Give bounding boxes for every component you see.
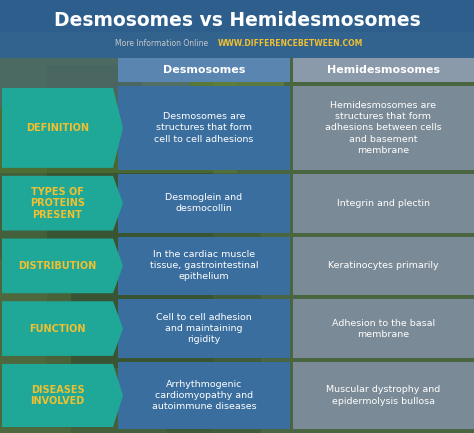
Text: Hemidesmosomes: Hemidesmosomes (327, 65, 440, 75)
FancyBboxPatch shape (293, 236, 474, 295)
Text: More Information Online: More Information Online (116, 39, 209, 48)
Text: TYPES OF
PROTEINS
PRESENT: TYPES OF PROTEINS PRESENT (30, 187, 85, 220)
FancyBboxPatch shape (166, 216, 261, 433)
Polygon shape (2, 88, 123, 168)
FancyBboxPatch shape (118, 362, 290, 429)
Text: Keratinocytes primarily: Keratinocytes primarily (328, 262, 439, 270)
Text: Muscular dystrophy and
epidermolysis bullosa: Muscular dystrophy and epidermolysis bul… (327, 385, 441, 406)
Text: Desmosomes vs Hemidesmosomes: Desmosomes vs Hemidesmosomes (54, 10, 420, 29)
FancyBboxPatch shape (142, 0, 284, 130)
FancyBboxPatch shape (0, 260, 71, 433)
FancyBboxPatch shape (0, 0, 474, 58)
Text: Arrhythmogenic
cardiomyopathy and
autoimmune diseases: Arrhythmogenic cardiomyopathy and autoim… (152, 380, 256, 411)
FancyBboxPatch shape (118, 174, 290, 233)
FancyBboxPatch shape (0, 0, 190, 108)
Text: Desmoglein and
desmocollin: Desmoglein and desmocollin (165, 193, 243, 213)
Polygon shape (2, 176, 123, 230)
FancyBboxPatch shape (118, 86, 290, 170)
Text: Cell to cell adhesion
and maintaining
rigidity: Cell to cell adhesion and maintaining ri… (156, 313, 252, 344)
Text: WWW.DIFFERENCEBETWEEN.COM: WWW.DIFFERENCEBETWEEN.COM (218, 39, 364, 48)
Polygon shape (2, 364, 123, 427)
FancyBboxPatch shape (0, 0, 213, 433)
Text: Desmosomes: Desmosomes (163, 65, 245, 75)
Text: In the cardiac muscle
tissue, gastrointestinal
epithelium: In the cardiac muscle tissue, gastrointe… (150, 250, 258, 281)
Text: Adhesion to the basal
membrane: Adhesion to the basal membrane (332, 319, 435, 339)
Polygon shape (2, 301, 123, 356)
Text: Desmosomes are
structures that form
cell to cell adhesions: Desmosomes are structures that form cell… (155, 112, 254, 143)
FancyBboxPatch shape (118, 299, 290, 358)
FancyBboxPatch shape (0, 32, 474, 58)
FancyBboxPatch shape (293, 174, 474, 233)
FancyBboxPatch shape (293, 362, 474, 429)
Text: DISEASES
INVOLVED: DISEASES INVOLVED (30, 385, 85, 406)
FancyBboxPatch shape (118, 236, 290, 295)
Text: Hemidesmosomes are
structures that form
adhesions between cells
and basement
mem: Hemidesmosomes are structures that form … (325, 101, 442, 155)
Text: Integrin and plectin: Integrin and plectin (337, 199, 430, 208)
Text: DISTRIBUTION: DISTRIBUTION (18, 261, 97, 271)
Text: DEFINITION: DEFINITION (26, 123, 89, 133)
Polygon shape (2, 239, 123, 293)
FancyBboxPatch shape (293, 58, 474, 82)
FancyBboxPatch shape (293, 86, 474, 170)
FancyBboxPatch shape (0, 0, 237, 173)
FancyBboxPatch shape (293, 299, 474, 358)
Text: FUNCTION: FUNCTION (29, 323, 86, 333)
FancyBboxPatch shape (47, 65, 213, 368)
FancyBboxPatch shape (118, 58, 290, 82)
